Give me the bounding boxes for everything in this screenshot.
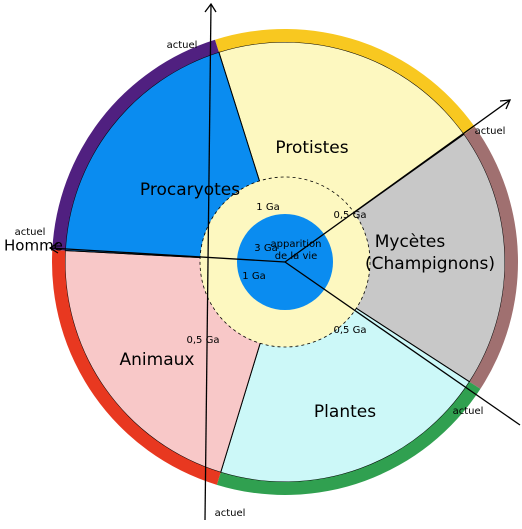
sector-label: Animaux <box>120 350 195 370</box>
sector-label: Procaryotes <box>140 180 240 200</box>
outer-ring-segment <box>52 39 219 251</box>
age-label: 0,5 Ga <box>334 210 367 221</box>
sector-label: Protistes <box>275 138 348 158</box>
arrow <box>204 3 212 521</box>
outer-ring-segment <box>216 381 481 495</box>
center-label: de la vie <box>275 251 318 262</box>
arrow <box>284 99 511 263</box>
labels: Procaryotes Protistes Mycètes (Champigno… <box>4 40 505 519</box>
sector-label: Plantes <box>314 402 376 422</box>
present-label: actuel <box>453 406 484 417</box>
present-label: actuel <box>475 126 506 137</box>
arrow <box>284 261 521 426</box>
outer-ring-segment <box>214 29 475 135</box>
sector-label: (Champignons) <box>365 254 495 274</box>
age-label: 0,5 Ga <box>334 325 367 336</box>
sector-label: Mycètes <box>375 232 446 252</box>
outer-ring-segment <box>51 249 221 485</box>
age-label: 1 Ga <box>256 202 279 213</box>
outer-ring-segment <box>464 126 518 389</box>
human-label: Homme <box>4 237 63 255</box>
present-label: actuel <box>15 227 46 238</box>
arrows <box>48 2 521 521</box>
arrow-head <box>204 2 217 13</box>
arrow-head <box>48 242 59 254</box>
present-label: actuel <box>215 508 246 519</box>
arrow <box>49 247 286 263</box>
center-age: 3 Ga <box>254 243 277 254</box>
present-label: actuel <box>167 40 198 51</box>
age-label: 1 Ga <box>242 271 265 282</box>
age-label: 0,5 Ga <box>187 335 220 346</box>
center-label: apparition <box>271 239 322 250</box>
arrow-head <box>499 99 512 110</box>
